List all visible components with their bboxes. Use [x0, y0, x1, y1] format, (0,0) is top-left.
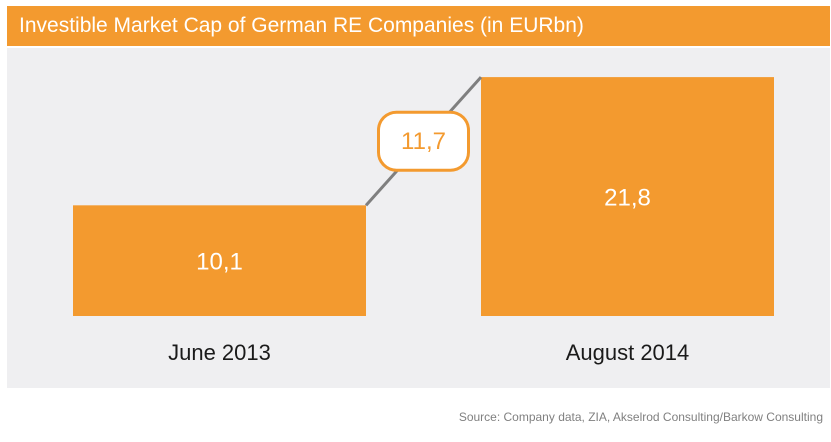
- x-tick-label-1: June 2013: [168, 340, 271, 365]
- bar-2: [481, 77, 774, 316]
- bar-value-label-1: 10,1: [196, 249, 243, 276]
- chart-panel: 10,1 June 2013 21,8 August 2014 11,7: [7, 48, 830, 388]
- x-tick-label-2: August 2014: [566, 340, 690, 365]
- bar-1: [73, 205, 366, 316]
- difference-label: 11,7: [401, 128, 446, 155]
- difference-label-box: [377, 110, 470, 172]
- bar-chart: 10,1 June 2013 21,8 August 2014 11,7: [73, 76, 774, 365]
- bar-value-label-2: 21,8: [604, 185, 651, 212]
- chart-title-bar: Investible Market Cap of German RE Compa…: [7, 6, 830, 46]
- chart-title: Investible Market Cap of German RE Compa…: [19, 14, 584, 37]
- source-note: Source: Company data, ZIA, Akselrod Cons…: [458, 410, 823, 424]
